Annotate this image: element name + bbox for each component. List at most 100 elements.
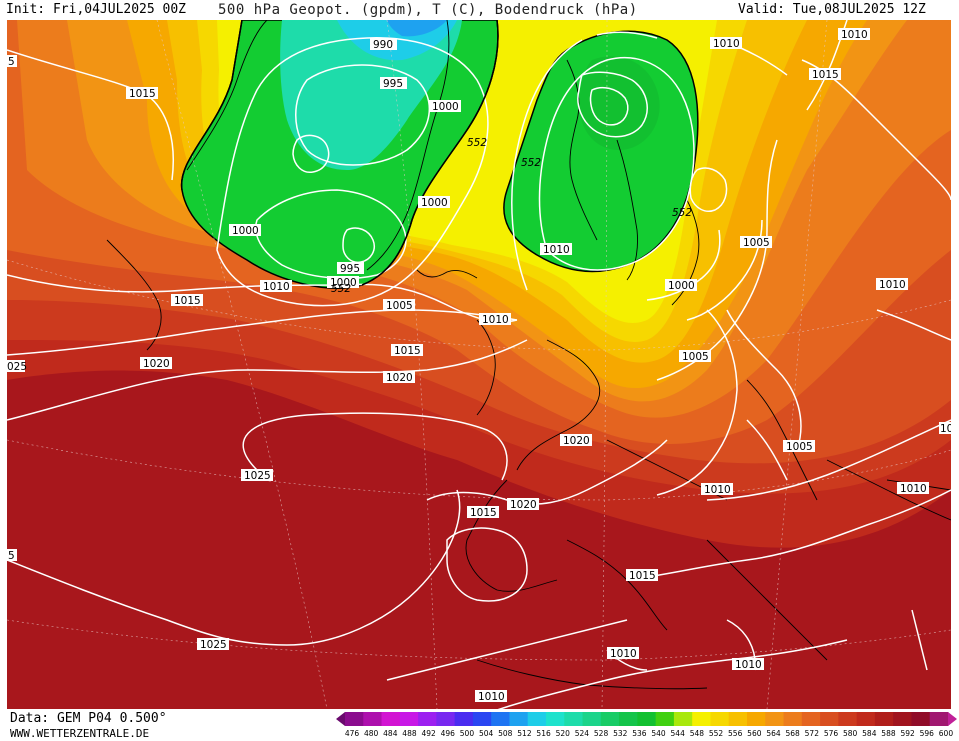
colorbar-swatch	[820, 712, 839, 726]
pressure-label-1010: 1010	[876, 278, 908, 291]
colorbar-tick-label: 556	[728, 729, 743, 738]
pressure-label-1000: 1000	[327, 276, 359, 289]
colorbar-swatch	[783, 712, 803, 726]
init-time: Init: Fri,04JUL2025 00Z	[6, 2, 187, 17]
colorbar-swatch	[509, 712, 529, 726]
pressure-label-1005: 1005	[740, 236, 772, 249]
pressure-label-1010: 1010	[475, 690, 507, 703]
svg-text:995: 995	[340, 263, 360, 275]
colorbar-tick-label: 524	[574, 729, 590, 738]
pressure-label-1015: 1015	[126, 87, 158, 100]
svg-text:1015: 1015	[394, 345, 421, 357]
colorbar-tick-label: 528	[593, 729, 609, 738]
colorbar-swatch	[619, 712, 638, 726]
weather-map[interactable]: 990 995 1000 1000 1005 1010 1015 1015 10…	[7, 20, 951, 709]
svg-text:1025: 1025	[200, 639, 227, 651]
colorbar-tick-label: 580	[842, 729, 858, 738]
map-header: Init: Fri,04JUL2025 00Z 500 hPa Geopot. …	[0, 0, 959, 20]
svg-text:1005: 1005	[386, 300, 413, 312]
edge-labels: 5 025 5 10	[7, 55, 951, 562]
colorbar-swatch	[600, 712, 620, 726]
geopotential-label-552: 552	[331, 283, 351, 295]
svg-text:1005: 1005	[682, 351, 709, 363]
pressure-label-1015: 1015	[626, 569, 658, 582]
svg-text:1000: 1000	[232, 225, 259, 237]
svg-text:1015: 1015	[629, 570, 656, 582]
edge-label: 5	[7, 549, 17, 562]
svg-text:1020: 1020	[143, 358, 170, 370]
pressure-label-1015: 1015	[391, 344, 423, 357]
svg-text:1015: 1015	[174, 295, 201, 307]
svg-text:1020: 1020	[563, 435, 590, 447]
svg-text:5: 5	[8, 56, 15, 68]
svg-text:1005: 1005	[743, 237, 770, 249]
colorbar-tick-label: 568	[785, 729, 800, 738]
svg-text:5: 5	[8, 550, 15, 562]
geopotential-552-lines	[180, 20, 499, 286]
svg-text:1000: 1000	[330, 277, 357, 289]
svg-text:1010: 1010	[735, 659, 762, 671]
colorbar-tick-label: 500	[459, 729, 475, 738]
pressure-label-1010: 1010	[607, 647, 639, 660]
colorbar-tick-label: 532	[613, 729, 628, 738]
colorbar-tick-label: 476	[344, 729, 360, 738]
pressure-label-1015: 1015	[171, 294, 203, 307]
svg-text:1020: 1020	[386, 372, 413, 384]
colorbar-swatch	[454, 712, 474, 726]
pressure-label-1010: 1010	[897, 482, 929, 495]
colorbar-swatch	[399, 712, 419, 726]
pressure-label-995: 995	[337, 262, 364, 275]
colorbar-tick-label: 576	[823, 729, 839, 738]
geopotential-labels: 552 552 552 552	[331, 137, 692, 295]
colorbar-tick-label: 548	[689, 729, 705, 738]
svg-text:1010: 1010	[713, 38, 740, 50]
svg-text:1000: 1000	[668, 280, 695, 292]
geopotential-label-552: 552	[521, 157, 541, 169]
colorbar-max-arrow	[948, 712, 957, 726]
colorbar-swatch	[710, 712, 730, 726]
colorbar-tick-label: 544	[670, 729, 685, 738]
colorbar-swatch	[911, 712, 931, 726]
geopotential-label-552: 552	[672, 207, 692, 219]
svg-text:1010: 1010	[263, 281, 290, 293]
colorbar-swatch	[381, 712, 401, 726]
edge-label: 5	[7, 55, 17, 68]
colorbar-swatch	[929, 712, 949, 726]
colorbar-swatch	[418, 712, 437, 726]
edge-label: 10	[939, 422, 951, 435]
geopotential-label-552: 552	[467, 137, 487, 149]
pressure-label-1020: 1020	[140, 357, 172, 370]
colorbar-tick-label: 484	[383, 729, 398, 738]
svg-text:1010: 1010	[879, 279, 906, 291]
colorbar-tick-label: 504	[478, 729, 494, 738]
colorbar-swatch	[874, 712, 894, 726]
lat-lon-grid	[7, 20, 951, 709]
colorbar-tick-label: 512	[517, 729, 532, 738]
colorbar-swatch	[673, 712, 693, 726]
pressure-label-1005: 1005	[783, 440, 815, 453]
colorbar-tick-label: 560	[747, 729, 762, 738]
colorbar-swatch	[363, 712, 383, 726]
colorbar-swatch	[765, 712, 785, 726]
pressure-label-1020: 1020	[507, 498, 539, 511]
data-source-label: Data: GEM P04 0.500°	[10, 711, 167, 726]
colorbar-tick-label: 572	[804, 729, 819, 738]
pressure-label-1010: 1010	[710, 37, 742, 50]
pressure-label-1005: 1005	[383, 299, 415, 312]
svg-text:1005: 1005	[786, 441, 813, 453]
pressure-label-1015: 1015	[809, 68, 841, 81]
colorbar-tick-label: 492	[421, 729, 436, 738]
colorbar-swatch	[893, 712, 912, 726]
pressure-label-1000: 1000	[429, 100, 461, 113]
svg-text:990: 990	[373, 39, 393, 51]
svg-text:1020: 1020	[510, 499, 537, 511]
svg-text:1010: 1010	[478, 691, 505, 703]
pressure-label-1020: 1020	[560, 434, 592, 447]
pressure-label-1020: 1020	[383, 371, 415, 384]
svg-text:995: 995	[383, 78, 403, 90]
pressure-label-1010: 1010	[479, 313, 511, 326]
colorbar-swatch	[838, 712, 858, 726]
colorbar-swatch	[436, 712, 456, 726]
colorbar-tick-label: 592	[900, 729, 915, 738]
colorbar-swatch	[856, 712, 876, 726]
